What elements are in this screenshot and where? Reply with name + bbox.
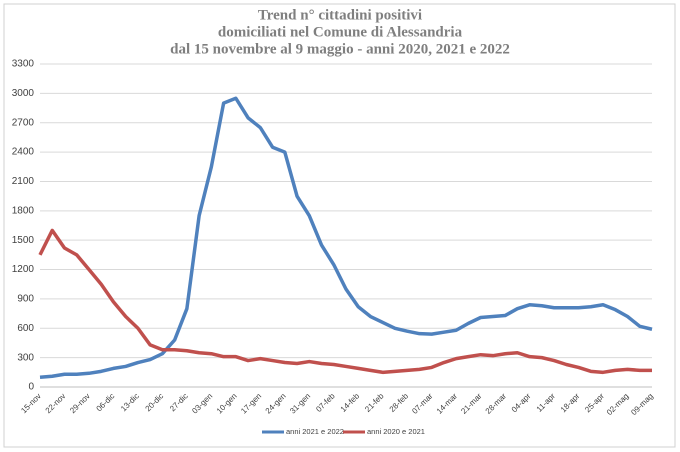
y-tick-label: 300 — [17, 352, 34, 363]
legend-label: anni 2021 e 2022 — [286, 427, 344, 436]
chart-frame — [3, 3, 676, 448]
y-tick-label: 2400 — [12, 147, 35, 158]
y-tick-label: 1500 — [12, 235, 35, 246]
y-tick-label: 2100 — [12, 176, 35, 187]
y-tick-label: 1200 — [12, 264, 35, 275]
chart-title: dal 15 novembre al 9 maggio - anni 2020,… — [170, 41, 510, 57]
y-tick-label: 2700 — [12, 117, 35, 128]
y-tick-label: 900 — [17, 294, 34, 305]
y-tick-label: 1800 — [12, 205, 35, 216]
y-tick-label: 3300 — [12, 59, 35, 70]
y-tick-label: 0 — [28, 382, 34, 393]
series-line — [39, 96, 653, 379]
y-tick-label: 3000 — [12, 88, 35, 99]
y-tick-label: 600 — [17, 323, 34, 334]
series-line — [38, 228, 652, 375]
chart-title: Trend n° cittadini positivi — [258, 7, 422, 23]
legend-label: anni 2020 e 2021 — [367, 427, 425, 436]
chart-title: domiciliati nel Comune di Alessandria — [218, 24, 463, 40]
